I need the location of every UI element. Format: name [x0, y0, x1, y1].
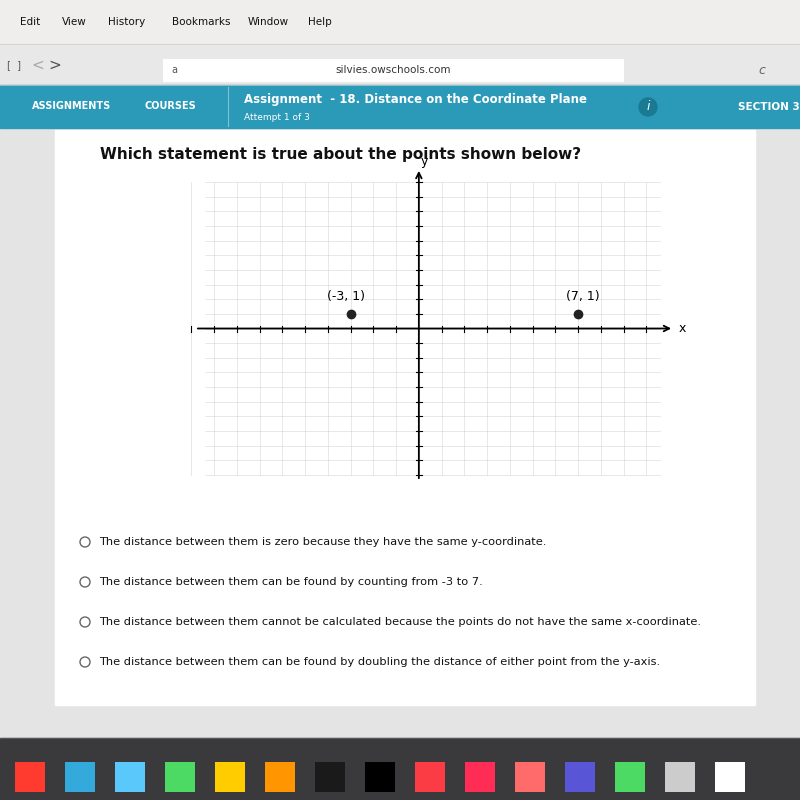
Bar	[163, 59, 623, 81]
Bar	[15, 762, 45, 792]
Bar	[465, 762, 495, 792]
Bar	[665, 762, 695, 792]
Bar	[165, 762, 195, 792]
Bar	[65, 762, 95, 792]
Text: i: i	[646, 101, 650, 114]
Bar	[215, 762, 245, 792]
Text: <: <	[32, 58, 44, 73]
Bar	[265, 762, 295, 792]
Text: The distance between them is zero because they have the same y-coordinate.: The distance between them is zero becaus…	[99, 537, 546, 547]
Text: (7, 1): (7, 1)	[566, 290, 600, 303]
Text: COURSES: COURSES	[144, 101, 196, 111]
Text: (-3, 1): (-3, 1)	[326, 290, 365, 303]
Bar	[0, 44, 800, 85]
Text: Which statement is true about the points shown below?: Which statement is true about the points…	[100, 147, 581, 162]
Bar	[55, 130, 755, 705]
Text: The distance between them can be found by counting from -3 to 7.: The distance between them can be found b…	[99, 577, 482, 587]
Text: [  ]: [ ]	[7, 60, 21, 70]
Bar	[715, 762, 745, 792]
Text: ASSIGNMENTS: ASSIGNMENTS	[32, 101, 112, 111]
Text: >: >	[49, 58, 62, 73]
Bar	[565, 762, 595, 792]
Text: The distance between them can be found by doubling the distance of either point : The distance between them can be found b…	[99, 657, 660, 667]
Text: Assignment  - 18. Distance on the Coordinate Plane: Assignment - 18. Distance on the Coordin…	[244, 94, 587, 106]
Bar	[415, 762, 445, 792]
Bar	[515, 762, 545, 792]
Text: Help: Help	[308, 17, 332, 27]
Text: History: History	[108, 17, 146, 27]
Text: Attempt 1 of 3: Attempt 1 of 3	[244, 113, 310, 122]
Text: y: y	[420, 155, 427, 169]
Text: x: x	[678, 322, 686, 335]
Bar	[0, 85, 800, 128]
Text: Bookmarks: Bookmarks	[172, 17, 230, 27]
Bar	[615, 762, 645, 792]
Bar	[115, 762, 145, 792]
Text: Window: Window	[248, 17, 289, 27]
Bar	[0, 0, 800, 44]
Text: c: c	[758, 63, 766, 77]
Text: SECTION 3: SECTION 3	[738, 102, 800, 112]
Bar	[365, 762, 395, 792]
Text: Edit: Edit	[20, 17, 40, 27]
Text: View: View	[62, 17, 86, 27]
Text: silvies.owschools.com: silvies.owschools.com	[335, 65, 450, 75]
Circle shape	[639, 98, 657, 116]
Bar	[315, 762, 345, 792]
Bar	[0, 738, 800, 800]
Text: a: a	[171, 65, 177, 75]
Text: The distance between them cannot be calculated because the points do not have th: The distance between them cannot be calc…	[99, 617, 701, 627]
